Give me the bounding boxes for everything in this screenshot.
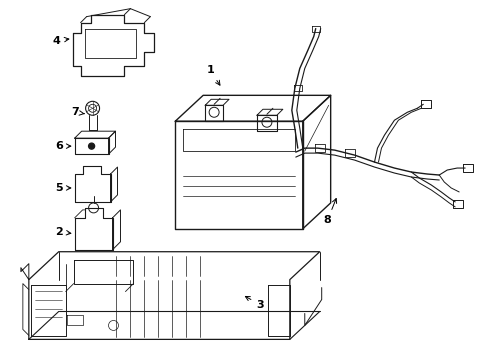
Text: 5: 5 [55,183,71,193]
Text: 6: 6 [55,141,71,151]
Circle shape [88,143,94,149]
Text: 7: 7 [71,107,84,117]
Text: 8: 8 [323,198,336,225]
Text: 2: 2 [55,227,71,237]
Text: 3: 3 [245,296,263,310]
Text: 4: 4 [53,36,69,46]
Text: 1: 1 [206,66,220,85]
